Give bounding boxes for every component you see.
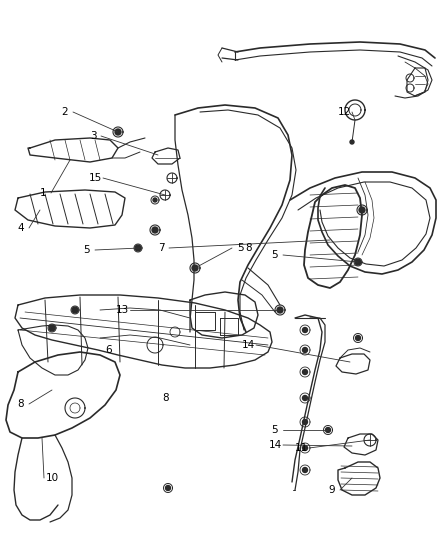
Polygon shape [303,419,307,424]
Polygon shape [49,325,55,331]
Text: 5: 5 [272,250,278,260]
Text: 14: 14 [268,440,282,450]
Polygon shape [303,446,307,450]
Text: 8: 8 [246,243,252,253]
Text: 2: 2 [62,107,68,117]
Polygon shape [115,129,121,135]
Polygon shape [359,207,365,213]
Text: 8: 8 [18,399,25,409]
Text: 8: 8 [162,393,170,403]
Polygon shape [303,467,307,472]
Polygon shape [166,486,170,490]
Polygon shape [350,140,354,144]
Text: 5: 5 [237,243,244,253]
Text: 3: 3 [90,131,96,141]
Polygon shape [135,245,141,251]
Text: 6: 6 [106,345,112,355]
Text: 10: 10 [46,473,59,483]
Text: 5: 5 [272,425,278,435]
Polygon shape [153,198,157,202]
Text: 14: 14 [241,340,254,350]
Polygon shape [192,265,198,271]
Polygon shape [303,348,307,352]
Polygon shape [303,327,307,333]
Text: 1: 1 [40,188,46,198]
Polygon shape [303,369,307,375]
Text: 13: 13 [115,305,129,315]
Polygon shape [72,307,78,313]
Text: 15: 15 [88,173,102,183]
Polygon shape [277,307,283,313]
Text: 5: 5 [84,245,90,255]
Polygon shape [355,259,361,265]
Polygon shape [152,227,158,233]
Text: 7: 7 [158,243,164,253]
Polygon shape [356,335,360,341]
Text: 11: 11 [294,443,307,453]
Text: 4: 4 [18,223,25,233]
Polygon shape [303,395,307,400]
Text: 9: 9 [328,485,336,495]
Polygon shape [325,427,331,432]
Text: 12: 12 [337,107,351,117]
